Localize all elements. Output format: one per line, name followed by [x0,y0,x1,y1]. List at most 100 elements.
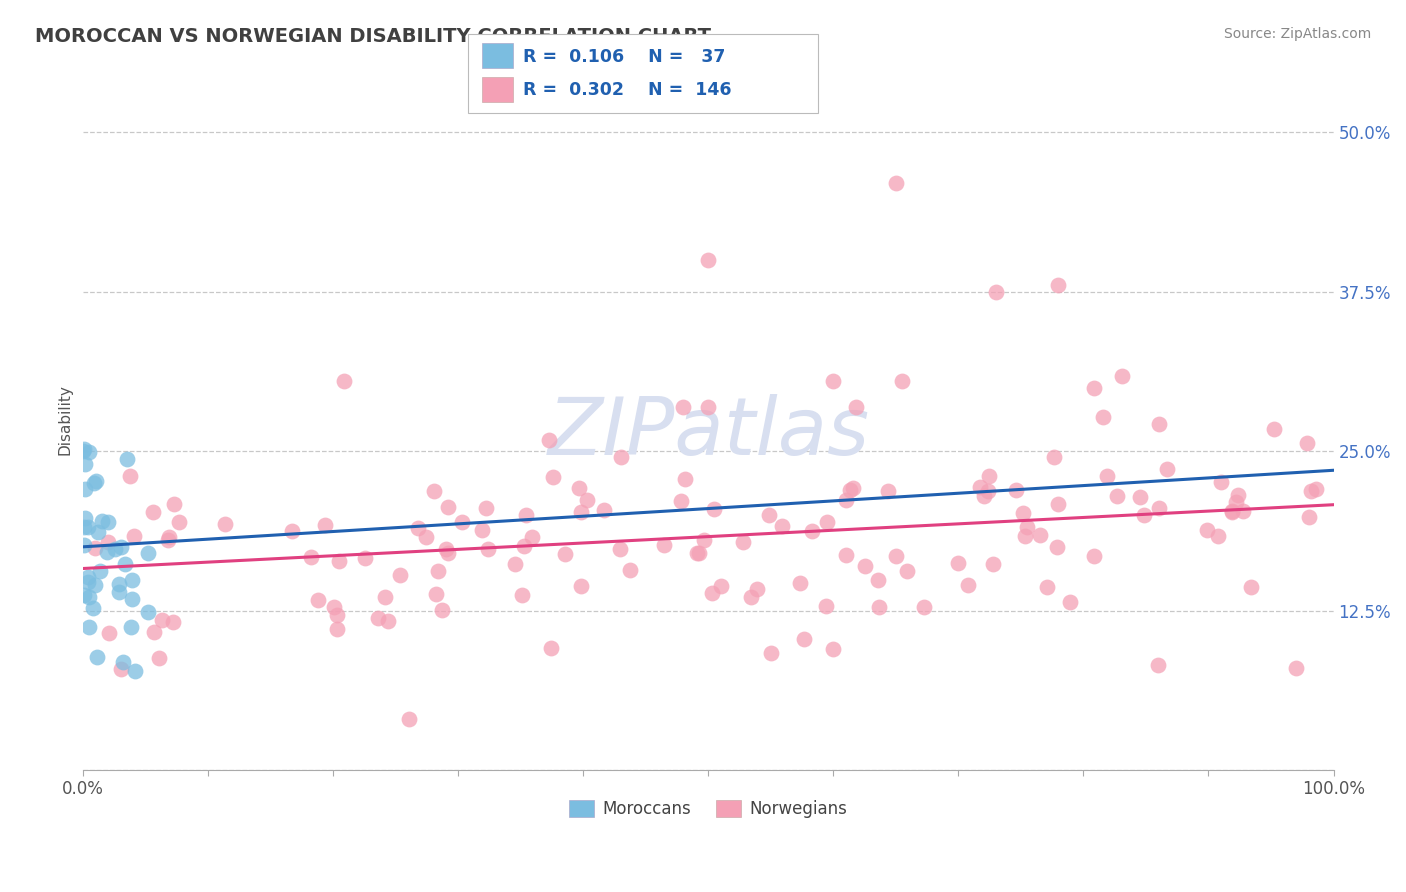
Point [122,528,145,542]
Point [406,521,429,535]
Point [415,530,437,544]
Point [136,605,159,619]
Point [981,558,1004,572]
Point [891,374,914,388]
Point [793,632,815,647]
Point [148,651,170,665]
Point [503,558,526,572]
Point [398,712,420,726]
Point [72,519,94,533]
Point [1195,523,1218,537]
Point [72,444,94,458]
Point [367,611,389,625]
Point [1156,461,1178,475]
Point [1147,658,1170,673]
Point [513,540,536,554]
Point [434,541,457,556]
Point [839,483,862,497]
Point [471,523,494,537]
Point [697,252,720,267]
Point [703,501,725,516]
Point [686,546,709,560]
Point [834,492,856,507]
Point [73,442,96,456]
Point [669,494,692,508]
Point [110,662,132,676]
Point [87,525,110,540]
Point [823,374,845,388]
Point [946,556,969,570]
Point [436,546,458,560]
Point [1029,528,1052,542]
Point [389,568,412,582]
Point [475,500,498,515]
Point [83,541,105,555]
Point [314,518,336,533]
Point [150,613,173,627]
Point [328,554,350,568]
Point [75,511,97,525]
Point [710,579,733,593]
Point [163,497,186,511]
Point [77,445,100,459]
Point [912,600,935,615]
Y-axis label: Disability: Disability [58,384,72,455]
Point [515,508,537,522]
Point [868,600,890,615]
Point [77,570,100,584]
Point [672,400,695,414]
Text: R =  0.302    N =  146: R = 0.302 N = 146 [523,81,731,99]
Point [214,517,236,532]
Point [688,546,710,560]
Point [540,641,562,656]
Text: R =  0.106    N =   37: R = 0.106 N = 37 [523,48,725,66]
Point [568,481,591,495]
Point [97,515,120,529]
Point [108,585,131,599]
Point [1133,508,1156,522]
Point [86,650,108,665]
Point [104,541,127,556]
Text: ZIPatlas: ZIPatlas [547,394,869,472]
Point [121,574,143,588]
Point [969,481,991,495]
Point [853,559,876,574]
Point [1226,487,1249,501]
Point [1091,410,1114,425]
Text: Source: ZipAtlas.com: Source: ZipAtlas.com [1223,27,1371,41]
Point [1105,489,1128,503]
Text: MOROCCAN VS NORWEGIAN DISABILITY CORRELATION CHART: MOROCCAN VS NORWEGIAN DISABILITY CORRELA… [35,27,711,45]
Point [326,622,349,636]
Point [167,516,190,530]
Point [976,484,998,499]
Point [425,587,447,601]
Point [619,562,641,576]
Point [841,481,863,495]
Point [1011,506,1033,520]
Point [136,546,159,560]
Point [437,500,460,515]
Point [977,469,1000,483]
Point [110,540,132,554]
Point [957,578,980,592]
Point [73,588,96,602]
Point [1299,483,1322,498]
Point [157,530,180,544]
Point [543,470,565,484]
Point [157,533,180,547]
Point [84,474,107,488]
Point [299,550,322,565]
Point [973,489,995,503]
Point [801,524,824,538]
Point [120,620,142,634]
Point [114,557,136,571]
Point [162,615,184,629]
Point [97,626,120,640]
Point [76,520,98,534]
Point [877,484,900,499]
Point [1208,529,1230,543]
Point [1005,483,1028,498]
Point [673,472,696,486]
Point [815,599,838,614]
Point [326,607,349,622]
